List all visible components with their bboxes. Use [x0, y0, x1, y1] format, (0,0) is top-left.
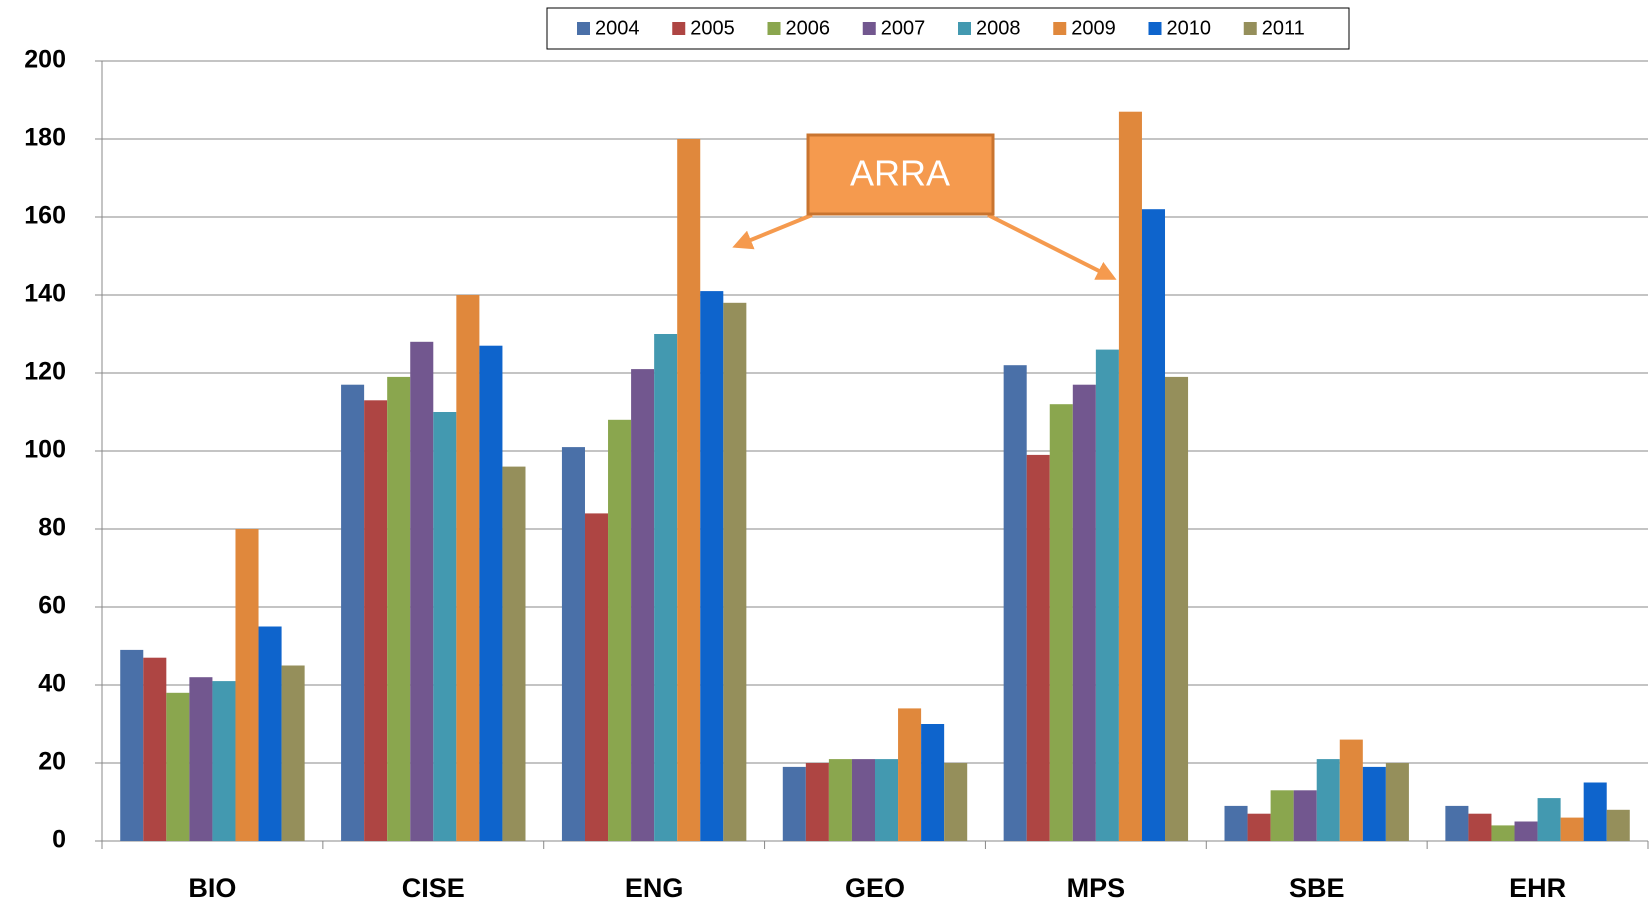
annotation-arrow: [732, 213, 813, 250]
bar: [235, 529, 259, 841]
bar: [608, 419, 632, 841]
bar: [1316, 759, 1340, 841]
bar: [258, 626, 282, 841]
y-tick-label: 120: [24, 358, 66, 386]
legend-label: 2009: [1071, 17, 1116, 39]
bar: [782, 766, 806, 841]
legend-swatch: [1053, 22, 1067, 35]
bar: [1247, 813, 1271, 841]
bar: [1537, 798, 1561, 841]
bar: [1118, 111, 1142, 841]
x-tick-label: MPS: [1067, 873, 1126, 903]
legend-label: 2005: [690, 17, 735, 39]
y-tick-label: 20: [38, 748, 66, 776]
bar: [1026, 454, 1050, 841]
annotation-arrow: [987, 213, 1117, 280]
bar: [189, 677, 213, 841]
bar: [921, 724, 945, 841]
bar: [479, 345, 503, 841]
legend-label: 2004: [595, 17, 640, 39]
bar: [1491, 825, 1515, 841]
bar: [1583, 782, 1607, 841]
bar: [805, 763, 829, 841]
bar: [212, 681, 236, 841]
bar: [851, 759, 875, 841]
bar: [143, 657, 167, 841]
legend-label: 2010: [1167, 17, 1212, 39]
bar: [1385, 763, 1409, 841]
y-tick-label: 160: [24, 202, 66, 230]
bar: [1339, 739, 1363, 841]
bar: [364, 400, 388, 841]
legend-swatch: [577, 22, 590, 35]
bar: [654, 334, 678, 841]
bar: [1468, 813, 1492, 841]
y-tick-label: 140: [24, 280, 66, 308]
bar: [387, 376, 411, 841]
bar: [561, 447, 585, 841]
bar: [1514, 821, 1538, 841]
y-tick-label: 60: [38, 592, 66, 620]
legend-label: 2006: [786, 17, 831, 39]
bar: [677, 139, 701, 841]
bar: [341, 384, 365, 841]
legend-label: 2011: [1262, 17, 1305, 39]
y-tick-label: 180: [24, 124, 66, 152]
bar: [281, 665, 305, 841]
y-tick-label: 200: [24, 46, 66, 74]
bar: [1003, 365, 1027, 841]
bar: [875, 759, 899, 841]
bar: [944, 763, 968, 841]
x-tick-label: EHR: [1509, 873, 1566, 903]
bar: [1606, 809, 1630, 841]
bar: [584, 513, 609, 841]
bar: [898, 708, 922, 841]
y-tick-label: 80: [38, 514, 66, 542]
legend-label: 2008: [976, 17, 1021, 39]
legend-swatch: [862, 22, 876, 35]
x-tick-label: ENG: [625, 873, 684, 903]
x-tick-label: GEO: [845, 873, 905, 903]
bar: [166, 692, 190, 841]
bar: [1445, 805, 1469, 841]
bar: [502, 466, 526, 841]
legend-swatch: [1243, 22, 1257, 35]
legend-swatch: [958, 22, 971, 35]
bar: [1095, 349, 1119, 841]
x-tick-label: SBE: [1289, 873, 1345, 903]
bar: [1293, 790, 1317, 841]
annotation-text: ARRA: [850, 153, 950, 194]
bar: [1072, 384, 1096, 841]
bar: [456, 295, 480, 841]
y-tick-label: 40: [38, 670, 66, 698]
bar: [1362, 766, 1386, 841]
annotation-box: [806, 133, 995, 216]
legend-swatch: [1148, 22, 1162, 35]
x-tick-label: BIO: [188, 873, 236, 903]
bar: [700, 291, 724, 842]
legend-swatch: [767, 22, 781, 35]
y-tick-label: 0: [52, 826, 66, 854]
x-tick-label: CISE: [402, 873, 465, 903]
bar: [1165, 376, 1189, 841]
bar: [723, 302, 747, 841]
bar: [828, 759, 852, 841]
bar: [1224, 805, 1248, 841]
bar: [1270, 790, 1294, 841]
bar: [1560, 817, 1584, 841]
y-tick-label: 100: [24, 436, 66, 464]
bar: [433, 412, 457, 841]
legend-box: [546, 7, 1350, 50]
bar: [631, 369, 655, 841]
bar: [1141, 209, 1166, 841]
bar: [410, 341, 434, 841]
bar: [120, 649, 144, 841]
bar: [1049, 404, 1073, 841]
legend-swatch: [672, 22, 686, 35]
legend-label: 2007: [881, 17, 926, 39]
